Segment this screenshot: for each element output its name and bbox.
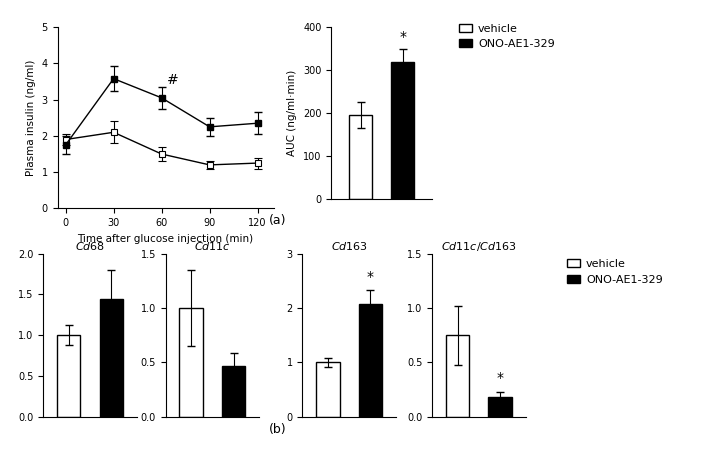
Bar <box>57 335 81 417</box>
Legend: vehicle, ONO-AE1-329: vehicle, ONO-AE1-329 <box>567 259 663 285</box>
Y-axis label: AUC (ng/ml·min): AUC (ng/ml·min) <box>287 70 297 156</box>
Text: #: # <box>166 73 178 87</box>
X-axis label: Time after glucose injection (min): Time after glucose injection (min) <box>78 234 253 244</box>
Title: $\it{Cd68}$: $\it{Cd68}$ <box>75 240 105 251</box>
Bar <box>446 335 469 417</box>
Y-axis label: Plasma insulin (ng/ml): Plasma insulin (ng/ml) <box>26 60 36 176</box>
Bar <box>316 362 340 417</box>
Bar <box>99 299 123 417</box>
Bar <box>391 62 414 199</box>
Bar <box>359 304 382 417</box>
Text: (b): (b) <box>269 423 286 436</box>
Title: $\it{Cd163}$: $\it{Cd163}$ <box>330 240 368 251</box>
Title: $\it{Cd11c}$: $\it{Cd11c}$ <box>194 240 231 251</box>
Title: $\it{Cd11c}$/$\it{Cd163}$: $\it{Cd11c}$/$\it{Cd163}$ <box>441 240 517 252</box>
Legend: vehicle, ONO-AE1-329: vehicle, ONO-AE1-329 <box>459 24 555 49</box>
Text: *: * <box>399 30 406 44</box>
Bar <box>349 116 372 199</box>
Text: *: * <box>367 270 374 284</box>
Text: *: * <box>497 371 503 385</box>
Bar <box>222 366 246 417</box>
Text: (a): (a) <box>269 214 286 227</box>
Bar <box>179 308 203 417</box>
Bar <box>488 397 512 417</box>
